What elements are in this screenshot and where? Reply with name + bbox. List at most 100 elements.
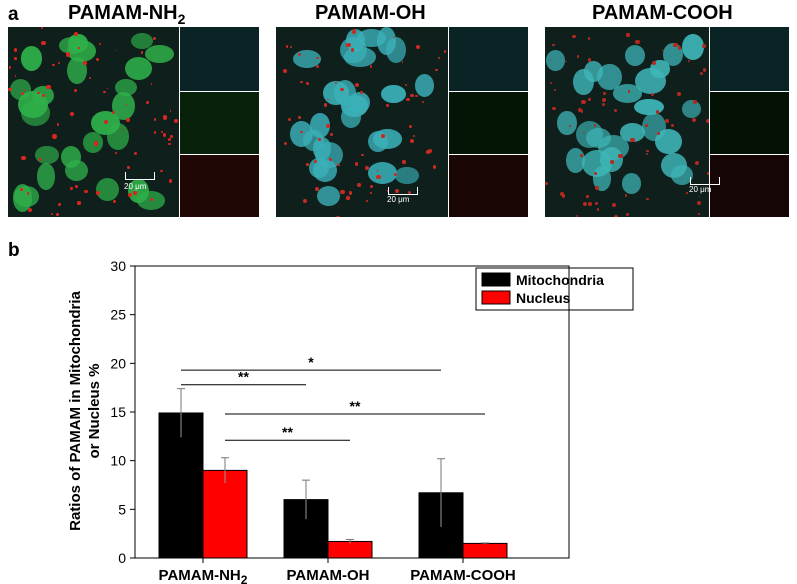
stain-dot (346, 196, 350, 200)
stain-dot (645, 123, 648, 127)
stain-dot (572, 34, 576, 39)
cell-nucleus (642, 113, 666, 141)
plot-frame (134, 265, 570, 559)
cell-nucleus (83, 132, 103, 153)
stain-dot (283, 141, 287, 145)
stain-dot (153, 117, 157, 121)
bar-nucleus (462, 542, 508, 559)
stain-dot (588, 37, 591, 40)
stain-dot (602, 91, 606, 95)
stain-dot (435, 68, 438, 72)
stain-dot (701, 44, 706, 49)
stain-dot (613, 215, 618, 217)
scale-bar-nh2 (125, 172, 155, 180)
stain-dot (656, 131, 661, 136)
stain-dot (111, 110, 115, 114)
stain-dot (410, 93, 414, 98)
cell-nucleus (115, 79, 137, 97)
cell-nucleus (317, 185, 341, 206)
stain-dot (635, 39, 640, 44)
stain-dot (150, 82, 153, 85)
stain-dot (376, 169, 379, 172)
significance-label: ** (350, 398, 361, 414)
x-tick-label: PAMAM-OH (286, 567, 369, 584)
cell-nucleus (546, 49, 566, 71)
stain-dot (369, 185, 373, 188)
stain-dot (408, 191, 412, 195)
stain-dot (337, 163, 340, 167)
cell-nucleus (620, 123, 645, 142)
stain-dot (122, 129, 125, 132)
cell-nucleus (20, 45, 43, 71)
stain-dot (56, 123, 59, 126)
stain-dot (576, 215, 579, 217)
stain-dot (596, 208, 600, 211)
significance-label: * (308, 354, 314, 370)
stain-dot (74, 185, 78, 188)
cell-nucleus (64, 159, 89, 182)
stain-dot (549, 58, 552, 61)
x-tick-label-main: PAMAM-OH (286, 567, 369, 584)
stain-dot (366, 200, 369, 203)
stain-dot (96, 191, 100, 195)
micrograph-nh2: 20 μm (8, 27, 259, 217)
stain-dot (19, 188, 23, 191)
significance-label: ** (282, 424, 293, 440)
cell-nucleus (130, 32, 154, 50)
stain-dot (650, 92, 655, 96)
stain-dot (405, 97, 410, 102)
stain-dot (692, 118, 697, 123)
stain-dot (300, 130, 304, 134)
stain-dot (346, 42, 351, 48)
stain-dot (552, 106, 556, 111)
stain-dot (426, 150, 430, 154)
micrograph-nh2-cells (8, 27, 179, 217)
image-title-nh2-subscript: 2 (177, 11, 186, 27)
stain-dot (146, 101, 150, 105)
stain-dot (37, 91, 40, 95)
stain-dot (630, 137, 635, 143)
stain-dot (401, 61, 404, 64)
stain-dot (673, 43, 678, 48)
stain-dot (443, 50, 447, 53)
stain-dot (697, 201, 702, 206)
scale-text-cooh: 20 μm (689, 185, 712, 194)
stain-dot (369, 65, 373, 68)
panel-b-letter: b (8, 240, 20, 261)
stain-dot (410, 139, 415, 144)
y-axis-label-line2: or Nucleus % (86, 363, 103, 458)
stain-dot (42, 93, 45, 97)
x-tick-label-main: PAMAM-COOH (410, 567, 516, 584)
stain-dot (340, 87, 344, 91)
stain-dot (698, 213, 700, 216)
stain-dot (125, 104, 128, 106)
cell-nucleus (125, 56, 153, 81)
cell-nucleus (95, 177, 119, 202)
stain-dot (365, 166, 370, 171)
stain-dot (74, 89, 78, 93)
stain-dot (354, 83, 359, 88)
cell-nucleus (682, 99, 702, 118)
stain-dot (588, 98, 591, 101)
x-tick-label: PAMAM-COOH (410, 567, 516, 584)
stain-dot (74, 31, 79, 36)
stain-dot (586, 195, 589, 198)
stain-dot (594, 124, 597, 127)
micrograph-cooh: 20 μm (545, 27, 789, 217)
stain-dot (688, 60, 691, 63)
stain-dot (99, 42, 102, 45)
stain-dot (162, 115, 168, 120)
stain-dot (327, 98, 329, 101)
cell-nucleus (349, 92, 370, 113)
cell-nucleus (634, 68, 666, 95)
stain-dot (70, 112, 75, 117)
stain-dot (602, 102, 606, 106)
inset-mito-cooh (709, 154, 789, 217)
stain-dot (583, 131, 585, 134)
stain-dot (41, 40, 46, 46)
stain-dot (627, 90, 631, 93)
image-title-oh: PAMAM-OH (315, 2, 426, 24)
stain-dot (335, 81, 338, 84)
stain-dot (125, 117, 130, 122)
